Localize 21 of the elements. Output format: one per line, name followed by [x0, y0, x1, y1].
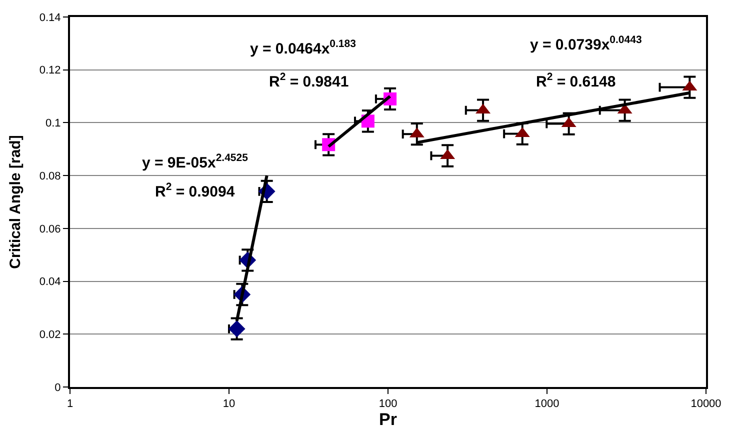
y-tick-label: 0.12 [39, 64, 61, 77]
annotation: y = 9E-05x$^{2.4525}$ [142, 152, 248, 172]
annotation: R$^{2}$ = 0.9094 [155, 181, 236, 200]
y-tick-label: 0 [54, 382, 61, 394]
annotation: y = 0.0739x$^{0.0443}$ [530, 34, 642, 54]
x-axis-title: Pr [379, 410, 398, 430]
x-tick-label: 10 [222, 398, 236, 410]
y-tick-label: 0.02 [39, 328, 61, 341]
y-tick-label: 0.08 [39, 170, 61, 182]
annotation: R$^{2}$ = 0.6148 [536, 71, 616, 90]
y-axis-title: Critical Angle [rad] [7, 135, 24, 269]
x-tick-label: 100 [378, 398, 398, 410]
y-tick-label: 0.04 [39, 276, 61, 288]
y-tick-label: 0.1 [46, 118, 61, 130]
x-tick-label: 1000 [534, 398, 560, 410]
y-tick-label: 0.14 [39, 12, 61, 24]
annotation: R$^{2}$ = 0.9841 [269, 71, 349, 90]
x-tick-label: 1 [66, 398, 74, 410]
annotation: y = 0.0464x$^{0.183}$ [250, 38, 356, 58]
y-tick-label: 0.06 [39, 223, 61, 236]
x-tick-label: 10000 [690, 398, 722, 410]
